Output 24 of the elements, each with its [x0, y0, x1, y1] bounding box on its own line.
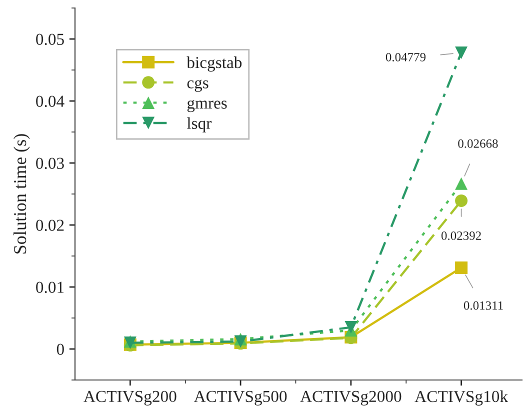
legend-label: gmres: [187, 100, 227, 112]
annotation: 0.02392: [441, 232, 481, 240]
y-tick-label: 0.04: [36, 96, 64, 108]
point: [455, 46, 468, 59]
legend-label: cgs: [187, 80, 208, 92]
y-tick-label: 0.05: [36, 34, 64, 46]
x-tick-label: ACTIVSg10k: [414, 390, 508, 406]
point: [455, 177, 468, 190]
point: [455, 261, 468, 274]
y-tick-label: 0.01: [36, 282, 64, 294]
x-tick-label: ACTIVSg500: [194, 390, 287, 406]
legend-label: lsqr: [187, 117, 212, 132]
point: [344, 321, 358, 334]
annotation: 0.02668: [458, 139, 498, 148]
annotation: 0.04779: [386, 52, 426, 62]
point: [455, 194, 468, 207]
x-tick-label: ACTIVSg2000: [300, 390, 402, 406]
y-axis-title: Solution time (s): [13, 134, 30, 254]
annotation: 0.01311: [464, 301, 503, 310]
y-tick-label: 0: [56, 344, 64, 355]
y-tick-label: 0.02: [36, 220, 64, 232]
legend-label: bicgstab: [186, 56, 242, 72]
y-tick-label: 0.03: [36, 158, 64, 170]
x-tick-label: ACTIVSg200: [84, 390, 176, 406]
